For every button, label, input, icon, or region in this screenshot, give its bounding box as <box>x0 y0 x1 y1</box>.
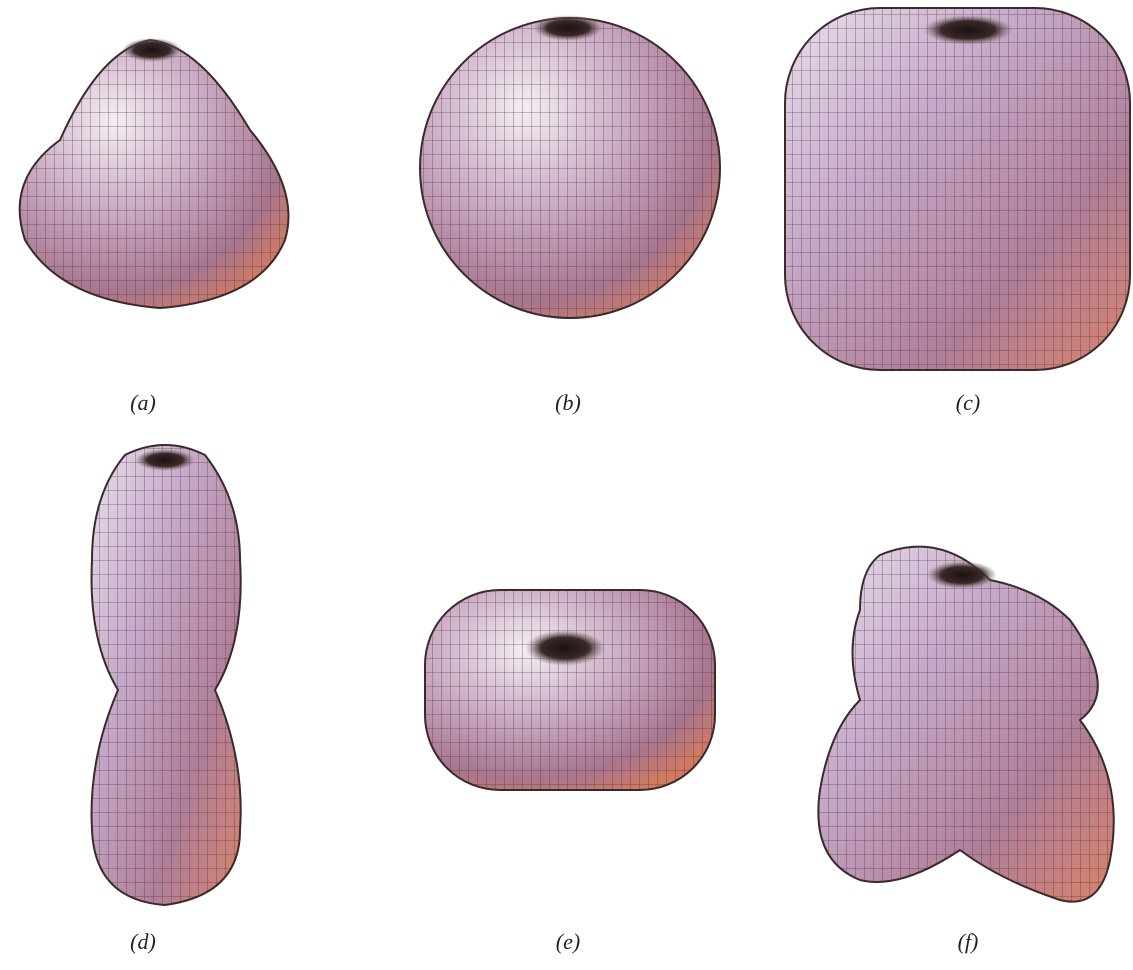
shape-c <box>785 8 1130 370</box>
shape-d <box>92 445 241 905</box>
panel-label: (f) <box>958 929 979 954</box>
panel-label: (c) <box>956 390 980 415</box>
shape-a <box>20 38 289 308</box>
panel-label: (a) <box>130 390 156 415</box>
panel-label: (e) <box>556 929 580 954</box>
panel-label: (b) <box>555 390 581 415</box>
panel-label: (d) <box>130 929 156 954</box>
figure: (a) (b) (c) (d) (e) (f) <box>0 0 1133 970</box>
shape-b <box>420 15 720 318</box>
shape-e <box>425 590 715 790</box>
shape-f <box>818 547 1113 902</box>
